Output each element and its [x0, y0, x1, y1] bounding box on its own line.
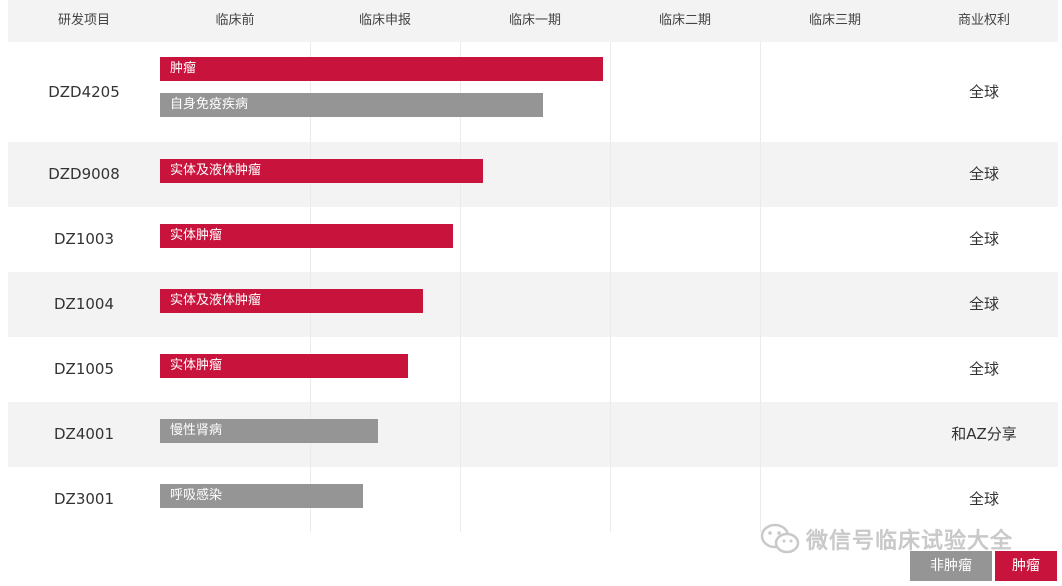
grid-line: [610, 337, 611, 402]
grid-line: [760, 42, 761, 142]
grid-line: [760, 272, 761, 337]
project-name: DZ4001: [54, 425, 114, 443]
project-name: DZ1004: [54, 295, 114, 313]
grid-line: [460, 402, 461, 467]
grid-line: [610, 402, 611, 467]
progress-bar: 呼吸感染: [160, 483, 363, 508]
wechat-icon: [760, 523, 800, 554]
grid-line: [460, 207, 461, 272]
legend-item: 肿瘤: [995, 551, 1057, 581]
commercial-rights: 全球: [968, 165, 999, 183]
progress-bar: 慢性肾病: [160, 418, 378, 443]
grid-line: [610, 142, 611, 207]
table-header: 研发项目 临床前 临床申报 临床一期 临床二期 临床三期 商业权利: [8, 0, 1058, 42]
project-name: DZD4205: [48, 83, 120, 101]
column-header: 临床三期: [808, 13, 861, 28]
column-header: 临床申报: [358, 13, 411, 28]
commercial-rights: 和AZ分享: [951, 425, 1017, 443]
project-name: DZD9008: [48, 165, 120, 183]
grid-line: [760, 467, 761, 532]
progress-bar: 实体及液体肿瘤: [160, 288, 423, 313]
commercial-rights: 全球: [968, 490, 999, 508]
progress-bar: 肿瘤: [160, 57, 603, 81]
grid-line: [760, 402, 761, 467]
table-row: DZD4205 全球 肿瘤自身免疫疾病: [8, 42, 1058, 142]
project-name: DZ3001: [54, 490, 114, 508]
column-header: 临床二期: [658, 13, 711, 28]
grid-line: [760, 142, 761, 207]
table-row: DZ3001 全球 呼吸感染: [8, 467, 1058, 532]
column-header: 临床前: [215, 13, 255, 28]
progress-bar: 自身免疫疾病: [160, 93, 543, 117]
grid-line: [460, 467, 461, 532]
column-header: 临床一期: [508, 13, 561, 28]
grid-line: [460, 272, 461, 337]
progress-bar: 实体及液体肿瘤: [160, 158, 483, 183]
column-header: 商业权利: [957, 13, 1010, 28]
legend-item: 非肿瘤: [910, 551, 992, 581]
table-row: DZ4001 和AZ分享 慢性肾病: [8, 402, 1058, 467]
commercial-rights: 全球: [968, 295, 999, 313]
grid-line: [310, 42, 311, 142]
grid-line: [610, 272, 611, 337]
grid-line: [460, 42, 461, 142]
grid-line: [610, 467, 611, 532]
project-name: DZ1003: [54, 230, 114, 248]
table-row: DZ1005 全球 实体肿瘤: [8, 337, 1058, 402]
progress-bar: 实体肿瘤: [160, 353, 408, 378]
watermark: 微信号临床试验大全: [760, 522, 1013, 556]
grid-line: [760, 207, 761, 272]
column-header: 研发项目: [57, 13, 110, 28]
table-row: DZD9008 全球 实体及液体肿瘤: [8, 142, 1058, 207]
grid-line: [760, 337, 761, 402]
commercial-rights: 全球: [968, 83, 999, 101]
watermark-text: 微信号临床试验大全: [806, 529, 1014, 554]
grid-line: [460, 337, 461, 402]
commercial-rights: 全球: [968, 360, 999, 378]
grid-line: [610, 42, 611, 142]
commercial-rights: 全球: [968, 230, 999, 248]
table-row: DZ1003 全球 实体肿瘤: [8, 207, 1058, 272]
project-name: DZ1005: [54, 360, 114, 378]
grid-line: [610, 207, 611, 272]
progress-bar: 实体肿瘤: [160, 223, 453, 248]
table-row: DZ1004 全球 实体及液体肿瘤: [8, 272, 1058, 337]
